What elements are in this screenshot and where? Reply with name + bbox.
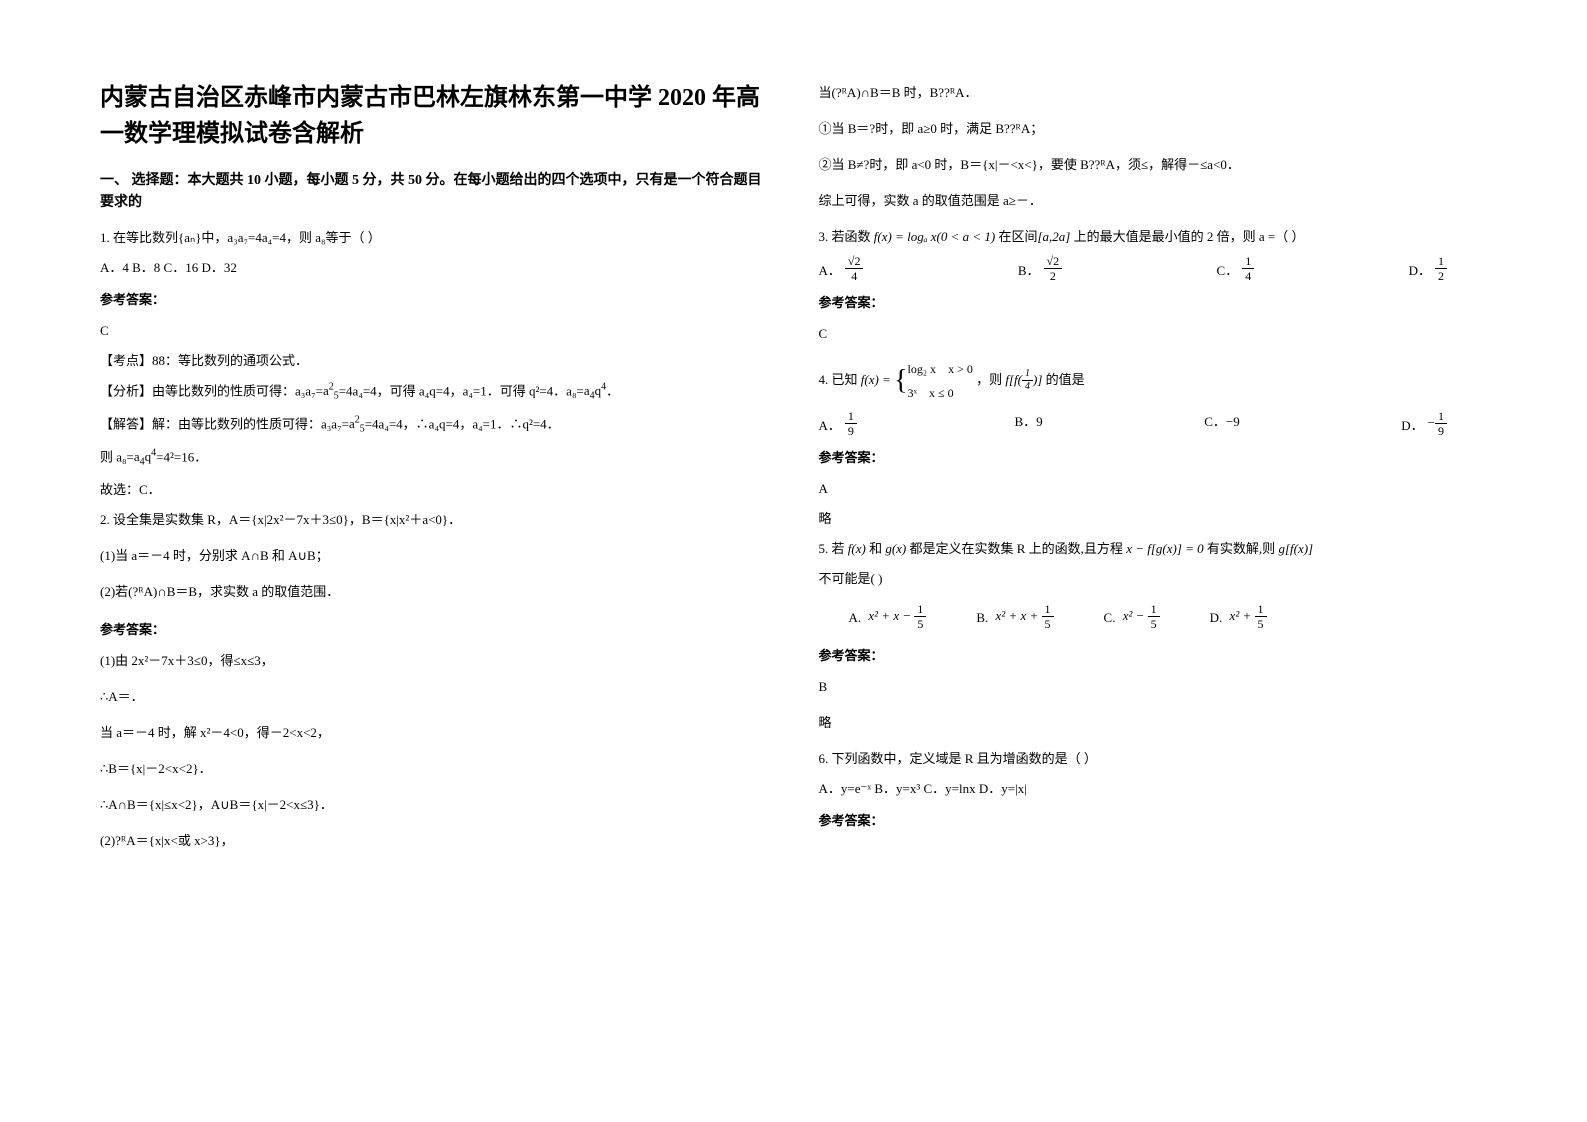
q3-options: A．√24 B．√22 C．14 D．12	[819, 254, 1488, 284]
q2-answer-label: 参考答案：	[100, 619, 769, 638]
q4-end: 的值是	[1046, 372, 1085, 387]
q2-p1: (1)当 a＝－4 时，分别求 A∩B 和 A∪B；	[100, 543, 769, 569]
q5-gfx: g[f(x)]	[1278, 541, 1313, 556]
q2-a4: ∴B＝{x|－2<x<2}．	[100, 756, 769, 782]
q1-exp4: 则 a₈=a4q4=4²=16．	[100, 444, 769, 473]
q5-and: 和	[866, 541, 886, 556]
q3-optD: D．12	[1409, 254, 1447, 284]
q1-exp2: 【分析】由等比数列的性质可得：a₃a₇=a25=4a₄=4，可得 a₄q=4，a…	[100, 378, 769, 407]
section-heading: 一、 选择题：本大题共 10 小题，每小题 5 分，共 50 分。在每小题给出的…	[100, 170, 769, 215]
q1-exp2-end: ．	[606, 383, 619, 398]
q1-exp3-pre: 【解答】解：由等比数列的性质可得：a₃a₇=	[100, 416, 349, 431]
q3-end: 上的最大值是最小值的 2 倍，则 a =（ ）	[1070, 229, 1304, 244]
q1-answer-label: 参考答案：	[100, 289, 769, 308]
q5-text: 5. 若 f(x) 和 g(x) 都是定义在实数集 R 上的函数,且方程 x −…	[819, 536, 1488, 562]
q4-optD: D．−19	[1401, 409, 1447, 439]
q4-pre: 4. 已知	[819, 372, 861, 387]
q5-mid: 都是定义在实数集 R 上的函数,且方程	[906, 541, 1126, 556]
q2-r1: 当(?ᴿA)∩B＝B 时，B??ᴿA．	[819, 80, 1488, 106]
q5-eq: x − f[g(x)] = 0	[1126, 541, 1203, 556]
q1-exp3-end: =4a₄=4，∴a₄q=4，a₄=1．∴q²=4．	[365, 416, 560, 431]
q4-optB: B．9	[1014, 409, 1046, 439]
q3-interval: [a,2a]	[1037, 229, 1070, 244]
q5-answer-label: 参考答案：	[819, 645, 1488, 664]
q1-text: 1. 在等比数列{aₙ}中，a₃a₇=4a₄=4，则 a₈等于（ ）	[100, 225, 769, 251]
a4q4-b: a4q4	[134, 449, 156, 464]
q2-p2: (2)若(?ᴿA)∩B＝B，求实数 a 的取值范围．	[100, 579, 769, 605]
q3-answer: C	[819, 321, 1488, 347]
q3-optB: B．√22	[1018, 254, 1062, 284]
q1-exp1: 【考点】88：等比数列的通项公式．	[100, 348, 769, 374]
q5-gx: g(x)	[885, 541, 906, 556]
q2-text: 2. 设全集是实数集 R，A＝{x|2x²－7x＋3≤0}，B＝{x|x²＋a<…	[100, 507, 769, 533]
q4-options: A．19 B．9 C．−9 D．−19	[819, 409, 1488, 439]
q5-pre: 5. 若	[819, 541, 848, 556]
q5-optB: B. x² + x + 15	[976, 602, 1053, 632]
q2-r3: ②当 B≠?时，即 a<0 时，B＝{x|－<x<}，要使 B??ᴿA，须≤，解…	[819, 152, 1488, 178]
q2-r4: 综上可得，实数 a 的取值范围是 a≥－．	[819, 188, 1488, 214]
q1-exp4-end: =4²=16．	[156, 449, 207, 464]
q4-optC: C．−9	[1204, 409, 1244, 439]
q3-optA: A．√24	[819, 254, 864, 284]
q6-options: A．y=e⁻ˣ B．y=x³ C．y=lnx D．y=|x|	[819, 776, 1488, 802]
a5-sq: a25	[323, 383, 339, 398]
q3-fx: f(x) = logₐ x(0 < a < 1)	[874, 229, 995, 244]
left-column: 内蒙古自治区赤峰市内蒙古市巴林左旗林东第一中学 2020 年高一数学理模拟试卷含…	[100, 80, 769, 1082]
q2-a3: 当 a＝－4 时，解 x²－4<0，得－2<x<2，	[100, 720, 769, 746]
a5-sq-b: a25	[349, 416, 365, 431]
right-column: 当(?ᴿA)∩B＝B 时，B??ᴿA． ①当 B＝?时，即 a≥0 时，满足 B…	[819, 80, 1488, 1082]
q1-exp2-pre: 【分析】由等比数列的性质可得：a₃a₇=	[100, 383, 323, 398]
q5-text-end: 不可能是( )	[819, 566, 1488, 592]
q2-a2: ∴A＝．	[100, 684, 769, 710]
document-title: 内蒙古自治区赤峰市内蒙古市巴林左旗林东第一中学 2020 年高一数学理模拟试卷含…	[100, 80, 769, 152]
q1-exp4-pre: 则 a₈=	[100, 449, 134, 464]
q1-exp5: 故选：C．	[100, 477, 769, 503]
q4-fx-def: f(x) =	[861, 372, 894, 387]
q4-optA: A．19	[819, 409, 857, 439]
q2-a5: ∴A∩B＝{x|≤x<2}，A∪B＝{x|－2<x≤3}．	[100, 792, 769, 818]
q5-fx: f(x)	[848, 541, 866, 556]
q4-brief: 略	[819, 506, 1488, 532]
q1-exp2-mid: =4a₄=4，可得 a₄q=4，a₄=1．可得 q²=4．a₈=	[339, 383, 584, 398]
q4-text: 4. 已知 f(x) = { log₂ xx > 0 3ˣx ≤ 0 ，则 f[…	[819, 357, 1488, 405]
q5-optA: A. x² + x − 15	[849, 602, 927, 632]
q5-answer: B	[819, 674, 1488, 700]
q3-mid: 在区间	[995, 229, 1037, 244]
q5-options: A. x² + x − 15 B. x² + x + 15 C. x² − 15…	[819, 602, 1488, 632]
q4-answer: A	[819, 476, 1488, 502]
q4-ff: f[f(14)]	[1005, 372, 1042, 387]
q6-text: 6. 下列函数中，定义域是 R 且为增函数的是（ ）	[819, 746, 1488, 772]
q6-answer-label: 参考答案：	[819, 810, 1488, 829]
q5-brief: 略	[819, 710, 1488, 736]
q5-mid2: 有实数解,则	[1204, 541, 1279, 556]
q4-mid: ，则	[976, 372, 1002, 387]
q1-options: A．4 B．8 C．16 D．32	[100, 255, 769, 281]
q1-exp3: 【解答】解：由等比数列的性质可得：a₃a₇=a25=4a₄=4，∴a₄q=4，a…	[100, 411, 769, 440]
q4-answer-label: 参考答案：	[819, 447, 1488, 466]
q5-optC: C. x² − 15	[1104, 602, 1160, 632]
q2-a1: (1)由 2x²－7x＋3≤0，得≤x≤3，	[100, 648, 769, 674]
q3-pre: 3. 若函数	[819, 229, 874, 244]
q3-answer-label: 参考答案：	[819, 292, 1488, 311]
q1-answer: C	[100, 318, 769, 344]
q2-a6: (2)?ᴿA＝{x|x<或 x>3}，	[100, 828, 769, 854]
q4-piecewise: { log₂ xx > 0 3ˣx ≤ 0	[894, 357, 973, 405]
q3-optC: C．14	[1217, 254, 1255, 284]
a4q4: a4q4	[584, 383, 606, 398]
q5-optD: D. x² + 15	[1210, 602, 1267, 632]
q3-text: 3. 若函数 f(x) = logₐ x(0 < a < 1) 在区间[a,2a…	[819, 224, 1488, 250]
q2-r2: ①当 B＝?时，即 a≥0 时，满足 B??ᴿA；	[819, 116, 1488, 142]
